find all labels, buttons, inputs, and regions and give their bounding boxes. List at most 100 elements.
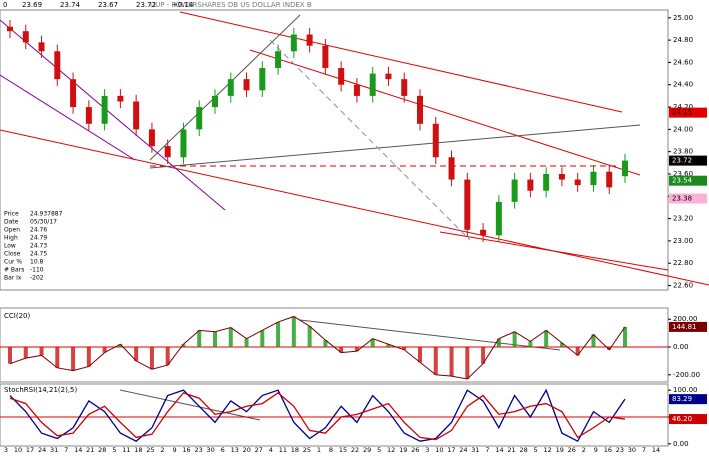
bar [575,347,580,356]
bar [323,340,328,348]
trend-line [439,231,669,271]
y-tick-label: -200.00 [673,371,700,379]
stoch-line [9,392,626,441]
trend-line [0,19,226,211]
x-tick-label: 17 [26,446,34,454]
bar [276,322,281,348]
candle-body [54,51,61,80]
candle-body [511,179,518,202]
cci-panel [0,307,669,383]
x-tick-label: 16 [604,446,612,454]
info-label: Low [4,243,16,250]
x-tick-label: 6 [221,446,225,454]
bar [544,330,549,348]
trend-line [149,124,641,169]
x-tick-label: 23 [616,446,624,454]
quote-value: 23.74 [60,1,81,9]
bar [23,347,28,359]
trend-line [149,14,301,161]
value-box [669,414,707,425]
candle-body [590,171,597,186]
info-value: -202 [30,275,44,282]
candle-body [369,73,376,96]
info-value: 05/30/17 [30,219,57,226]
info-value: -110 [30,267,44,274]
value-box-label: 46.20 [672,415,692,423]
candle-body [196,107,203,130]
bar [623,326,627,348]
bar [55,347,60,368]
bar [607,347,612,350]
x-tick-label: 5 [534,446,538,454]
x-tick-label: 9 [172,446,176,454]
bar [402,347,407,350]
x-tick-label: 29 [363,446,371,454]
x-tick-label: 14 [652,446,660,454]
candle-body [227,79,234,96]
cci-line [9,315,626,380]
x-tick-label: 18 [291,446,299,454]
x-tick-label: 18 [134,446,142,454]
candle-body [133,101,140,130]
candle-body [101,95,108,124]
info-box: Price 24.937887 Date 05/30/17 Open 24.76 High 2… [4,211,63,282]
info-value: 10.8 [30,259,44,266]
trend-line [299,319,561,351]
y-tick-label: 200.00 [673,315,698,323]
value-box-label: 23.72 [672,157,692,165]
x-tick-label: 28 [519,446,527,454]
bar [39,347,44,356]
x-tick-label: 3 [4,446,8,454]
chart-title: UUP - POWERSHARES DB US DOLLAR INDEX B [150,1,312,9]
y-tick-label: 22.80 [673,259,693,267]
x-tick-label: 30 [628,446,636,454]
value-box [669,155,707,166]
value-box [669,193,707,204]
quote-value: +0.14 [172,1,194,9]
y-tick-label: 25.00 [673,14,693,22]
candle-body [148,129,155,147]
candle-body [606,171,613,188]
candle-body [117,95,124,102]
bar [71,347,76,371]
x-tick-label: 21 [86,446,94,454]
x-tick-label: 23 [194,446,202,454]
bar [433,347,438,375]
x-tick-label: 11 [279,446,287,454]
value-box [669,321,707,332]
x-tick-label: 28 [98,446,106,454]
bar [291,316,296,348]
candle-body [495,201,502,236]
info-label: # Bars [4,267,24,274]
bar [354,347,359,352]
info-value: 24.76 [30,227,47,234]
x-tick-label: 19 [399,446,407,454]
quote-value: 23.69 [22,1,42,9]
x-tick-label: 3 [425,446,429,454]
quote-value: 23.72 [136,1,156,9]
x-tick-label: 7 [64,446,68,454]
value-box-label: 23.54 [672,177,693,185]
y-tick-label: 24.20 [673,103,693,111]
bar [512,331,517,348]
bar [591,334,596,348]
x-tick-label: 10 [435,446,443,454]
cci-title: CCI(20) [4,312,30,320]
candle-body [385,73,392,80]
x-tick-label: 16 [182,446,190,454]
x-tick-label: 17 [447,446,455,454]
y-tick-label: 24.60 [673,58,693,66]
trend-line [0,129,709,286]
value-box [669,394,707,405]
bar [149,347,154,370]
x-tick-label: 2 [160,446,164,454]
info-value: 24.79 [30,235,47,242]
value-box-label: 144.81 [672,323,697,331]
x-tick-label: 27 [255,446,263,454]
stoch-panel [0,383,669,447]
bar [213,331,217,348]
x-tick-label: 21 [507,446,515,454]
bar [370,338,375,348]
x-tick-label: 9 [594,446,598,454]
